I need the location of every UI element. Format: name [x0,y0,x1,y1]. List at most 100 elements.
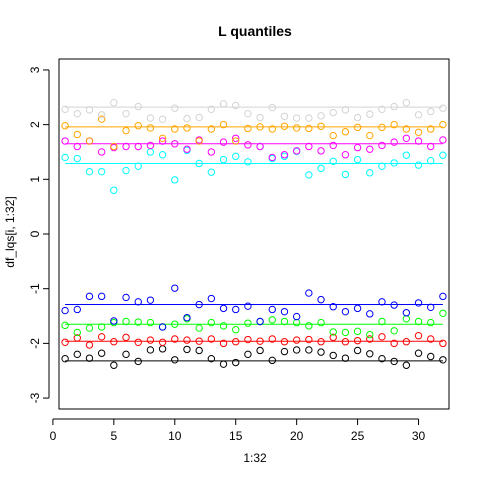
data-point [122,317,130,326]
data-point [402,99,411,107]
data-point [280,347,289,356]
data-point [232,101,240,110]
data-point [97,292,106,301]
data-point [341,170,350,179]
data-point [171,356,179,364]
data-point [73,154,81,163]
data-point [219,339,228,348]
data-point [317,164,325,173]
data-point [414,317,423,326]
data-point [85,354,94,362]
data-point [207,125,216,133]
data-point [268,125,276,133]
data-point [414,299,423,307]
data-point [158,338,167,346]
data-point [61,354,69,363]
data-point [366,145,374,153]
data-point [353,123,362,132]
data-point [292,114,301,122]
data-point [402,338,411,346]
y-axis: -3 -2 -1 0 1 2 3 [28,66,50,403]
data-point [280,307,289,316]
data-point [122,109,130,118]
data-point [305,124,313,133]
data-point [329,328,337,336]
y-tick-label: 0 [28,230,42,237]
data-point [183,145,191,153]
data-point [268,305,276,314]
data-point [353,143,362,152]
data-point [378,354,386,363]
data-point [256,123,264,131]
chart-title: L quantiles [218,23,292,39]
x-tick-label: 5 [111,429,118,443]
data-point [195,324,203,332]
data-point [280,122,289,130]
data-point [171,125,179,133]
x-axis-label: 1:32 [243,451,267,465]
data-point [244,158,252,166]
data-point [317,147,325,155]
data-point [97,167,106,176]
data-point [134,142,142,151]
data-point [73,334,81,342]
data-point [329,141,337,150]
data-point [317,338,325,346]
data-point [427,157,435,165]
data-point [61,122,69,130]
data-point [341,354,350,362]
data-point [134,318,142,326]
data-point [427,318,435,327]
data-point [122,142,130,151]
data-point [122,126,130,135]
data-point [85,106,94,114]
data-point [146,336,155,344]
y-tick-label: 3 [28,66,42,73]
data-point [183,313,191,322]
data-point [171,140,179,148]
data-point [378,298,386,306]
data-point [378,162,386,170]
data-point [85,324,94,332]
data-point [341,151,350,159]
data-point [207,148,216,156]
data-point [305,335,313,344]
data-point [146,124,155,132]
data-point [146,318,155,327]
data-point [61,321,69,330]
data-point [195,300,203,309]
data-point [158,134,167,142]
data-point [305,289,313,297]
data-point [256,346,264,355]
data-point [353,336,362,345]
data-point [317,295,325,304]
data-point [402,151,411,159]
data-point [439,151,447,159]
data-point [414,111,423,119]
data-point [366,335,374,343]
data-point [402,361,411,369]
data-point [219,155,228,164]
data-point [341,328,350,337]
data-point [280,338,289,346]
data-point [219,304,228,313]
data-point [195,159,203,168]
data-point [134,298,142,306]
data-point [73,109,81,118]
data-point [134,338,142,346]
data-point [244,141,252,149]
data-point [183,124,191,132]
data-point [414,161,423,169]
data-point [232,358,240,367]
data-point [353,304,362,313]
data-point [134,102,142,111]
data-point [402,134,411,142]
data-point [280,151,289,159]
data-point [341,128,350,136]
data-point [207,168,216,176]
data-point [390,120,398,129]
data-point [110,361,118,369]
data-point [390,138,398,146]
data-point [378,333,386,341]
data-point [353,113,362,122]
